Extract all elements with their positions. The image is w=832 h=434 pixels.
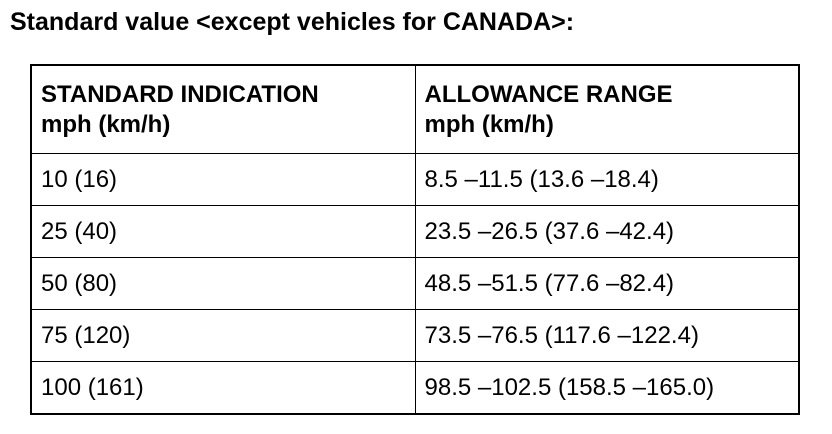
header-cell: STANDARD INDICATION mph (km/h) — [30, 64, 416, 154]
table-row: 50 (80) 48.5 –51.5 (77.6 –82.4) — [30, 257, 800, 310]
header-line: ALLOWANCE RANGE — [424, 80, 673, 108]
table-cell: 73.5 –76.5 (117.6 –122.4) — [414, 309, 800, 362]
table-cell: 25 (40) — [30, 205, 416, 258]
header-line: mph (km/h) — [41, 110, 171, 138]
header-line: mph (km/h) — [424, 110, 554, 138]
title: Standard value <except vehicles for CANA… — [10, 8, 575, 36]
table-cell: 48.5 –51.5 (77.6 –82.4) — [414, 257, 800, 310]
header-line: STANDARD INDICATION — [41, 80, 319, 108]
table-cell: 8.5 –11.5 (13.6 –18.4) — [414, 153, 800, 206]
spec-table: STANDARD INDICATION mph (km/h) ALLOWANCE R… — [30, 64, 800, 415]
table-body: 10 (16) 8.5 –11.5 (13.6 –18.4) 25 (40) 23.5… — [30, 153, 800, 415]
header-row: STANDARD INDICATION mph (km/h) ALLOWANCE R… — [30, 64, 800, 154]
table-cell: 100 (161) — [30, 361, 416, 415]
header-cell: ALLOWANCE RANGE mph (km/h) — [414, 64, 800, 154]
table-row: 10 (16) 8.5 –11.5 (13.6 –18.4) — [30, 153, 800, 206]
table-cell: 98.5 –102.5 (158.5 –165.0) — [414, 361, 800, 415]
table-row: 75 (120) 73.5 –76.5 (117.6 –122.4) — [30, 309, 800, 362]
table-row: 100 (161) 98.5 –102.5 (158.5 –165.0) — [30, 361, 800, 415]
table-cell: 75 (120) — [30, 309, 416, 362]
table-cell: 50 (80) — [30, 257, 416, 310]
table-cell: 10 (16) — [30, 153, 416, 206]
table-row: 25 (40) 23.5 –26.5 (37.6 –42.4) — [30, 205, 800, 258]
table-cell: 23.5 –26.5 (37.6 –42.4) — [414, 205, 800, 258]
